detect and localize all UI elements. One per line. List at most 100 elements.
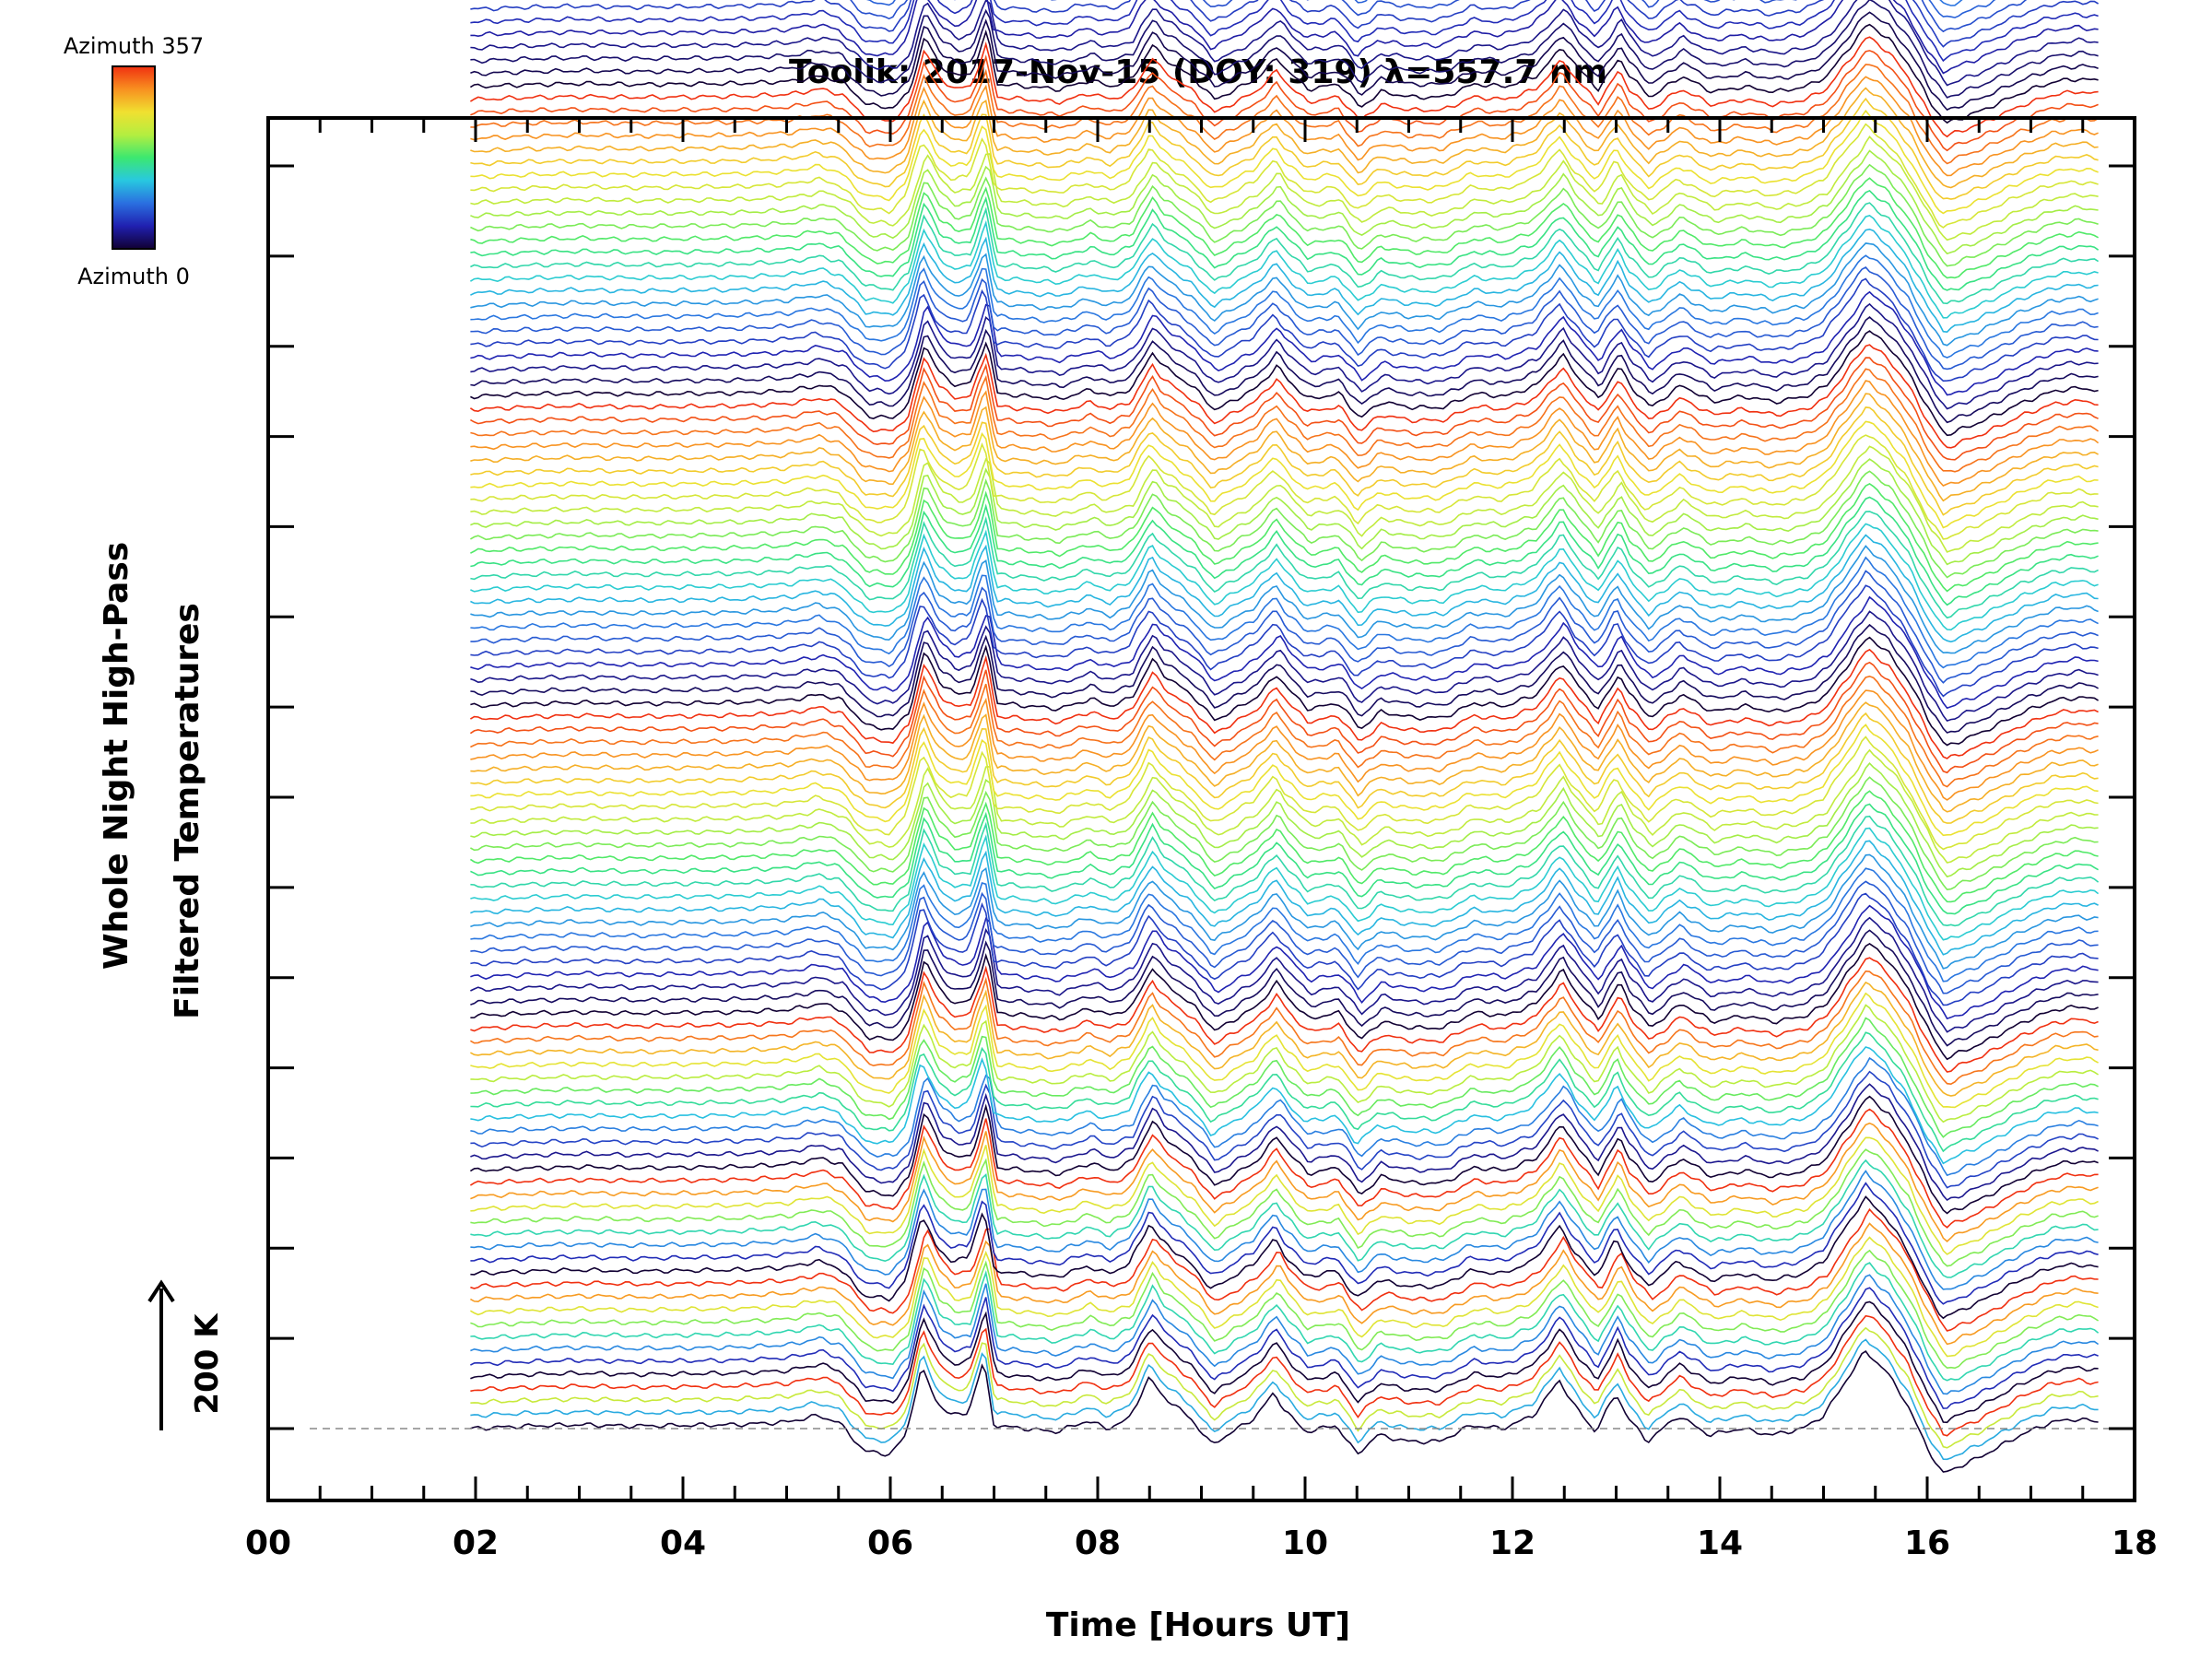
temperature-trace [470,724,2099,837]
temperature-trace [470,368,2100,473]
temperature-trace [470,302,2099,410]
x-tick-label: 00 [245,1524,291,1562]
temperature-trace [470,712,2099,824]
temperature-trace [470,1056,2099,1177]
temperature-trace [470,1207,2099,1332]
temperature-trace [470,1326,2099,1449]
temperature-trace [470,496,2099,606]
temperature-trace [470,701,2099,813]
temperature-trace [470,748,2099,864]
temperature-trace [470,1300,2099,1424]
temperature-trace [470,943,2099,1061]
temperature-trace [470,623,2099,734]
temperature-trace [470,1046,2099,1165]
temperature-trace [470,163,2099,267]
x-tick-label: 08 [1075,1524,1121,1562]
temperature-trace [469,36,2099,138]
x-tick-label: 04 [660,1524,706,1562]
temperature-trace [470,1159,2099,1278]
temperature-trace [469,215,2099,319]
temperature-trace [470,64,2099,165]
temperature-trace [470,929,2099,1047]
temperature-trace [470,1274,2100,1395]
temperature-trace [470,1070,2099,1189]
azimuth-colorbar: Azimuth 357 Azimuth 0 [64,33,204,289]
colorbar-gradient [112,65,156,250]
temperature-trace [470,867,2099,982]
temperature-trace [470,880,2099,994]
temperature-trace [470,1122,2099,1242]
temperature-trace [470,242,2099,347]
temperature-trace [469,23,2099,124]
temperature-trace [470,981,2099,1097]
temperature-trace [470,584,2099,698]
temperature-trace [470,762,2099,878]
temperature-trace [470,776,2099,891]
temperature-trace [470,97,2099,200]
temperature-trace [470,1287,2099,1409]
x-axis-label: Time [Hours UT] [1046,1606,1350,1644]
temperature-trace [470,1262,2100,1382]
temperature-trace [470,50,2099,152]
temperature-trace [470,853,2099,970]
temperature-trace [470,556,2099,669]
x-tick-label: 16 [1904,1524,1950,1562]
temperature-trace [470,76,2099,177]
temperature-trace [470,970,2099,1086]
x-tick-label: 18 [2112,1524,2158,1562]
temperature-trace [470,0,2099,99]
temperature-trace [470,0,2099,87]
temperature-trace [470,570,2099,684]
temperature-trace [469,661,2099,774]
temperature-trace [470,330,2099,437]
temperature-trace [470,458,2099,566]
temperature-trace [469,648,2099,759]
temperature-trace [470,840,2099,956]
temperature-trace [470,290,2099,396]
scale-bar-label: 200 K [189,1312,226,1415]
temperature-trace [470,420,2099,529]
temperature-trace [470,957,2099,1073]
temperature-trace [470,1182,2099,1305]
scale-bar-arrowhead [147,1279,175,1303]
temperature-trace [470,1236,2099,1358]
y-axis-label-line2: Filtered Temperatures [169,603,206,1019]
temperature-trace [470,445,2099,553]
x-tick-label: 06 [867,1524,913,1562]
temperature-trace [470,0,2099,63]
temperature-trace [470,904,2099,1020]
temperature-trace [470,316,2099,424]
colorbar-top-label: Azimuth 357 [64,33,204,59]
temperature-trace [470,202,2100,305]
temperature-trace [470,689,2099,801]
temperature-trace [470,595,2099,710]
temperature-trace [470,434,2099,540]
temperature-trace [470,393,2099,502]
temperature-trace [470,1314,2099,1437]
temperature-trace [470,11,2099,112]
temperature-trace [470,277,2099,382]
temperature-trace [470,482,2099,593]
temperature-trace [470,735,2099,851]
temperature-trace [470,380,2100,487]
colorbar-bottom-label: Azimuth 0 [77,264,190,289]
temperature-trace [470,675,2099,788]
temperature-trace [469,1095,2099,1215]
temperature-trace [470,406,2099,516]
temperature-trace [470,1350,2099,1473]
temperature-trace [470,1083,2099,1202]
temperature-trace [470,534,2099,643]
plot-frame [266,116,2136,1502]
temperature-trace [470,1004,2100,1124]
y-axis-label-line1: Whole Night High-Pass [98,542,135,970]
temperature-trace [470,109,2099,215]
temperature-trace [470,0,2099,48]
scale-bar: 200 K [147,1279,226,1430]
temperature-trace [470,1017,2099,1138]
temperature-trace [470,523,2099,631]
temperature-trace [470,636,2100,747]
temperature-trace [470,177,2099,279]
temperature-trace [469,790,2099,903]
temperature-trace [470,254,2099,359]
x-tick-label: 12 [1489,1524,1535,1562]
